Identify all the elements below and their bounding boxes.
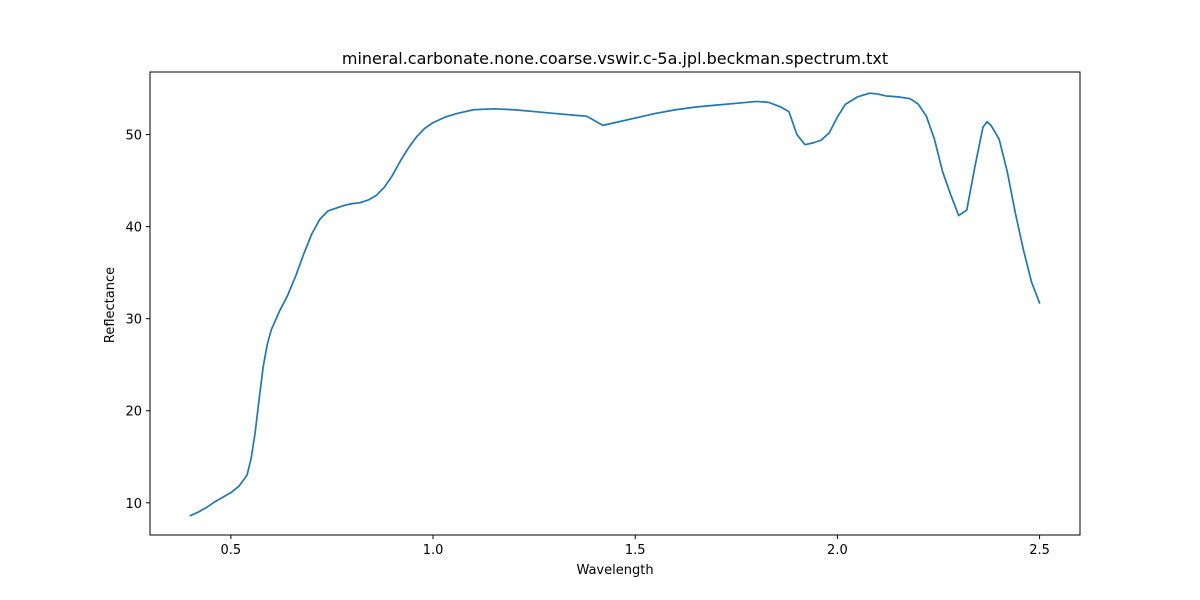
series-line — [189, 92, 1041, 517]
plot-area: 0.5 1.0 1.5 2.0 2.5 10 20 30 40 50 — [125, 71, 1081, 558]
x-tick-label: 1.5 — [625, 543, 646, 558]
y-tick-label: 30 — [125, 313, 142, 328]
axes-frame — [149, 71, 1081, 536]
y-axis-label: Reflectance — [103, 267, 118, 343]
chart-title: mineral.carbonate.none.coarse.vswir.c-5a… — [342, 49, 888, 68]
y-tick-label: 40 — [125, 221, 142, 236]
x-axis-label: Wavelength — [576, 563, 653, 578]
y-tick-label: 50 — [125, 129, 142, 144]
x-tick-label: 2.5 — [1029, 543, 1050, 558]
y-tick-label: 10 — [125, 497, 142, 512]
x-tick-label: 1.0 — [423, 543, 444, 558]
x-tick-label: 2.0 — [827, 543, 848, 558]
x-tick-label: 0.5 — [221, 543, 242, 558]
y-tick-label: 20 — [125, 405, 142, 420]
